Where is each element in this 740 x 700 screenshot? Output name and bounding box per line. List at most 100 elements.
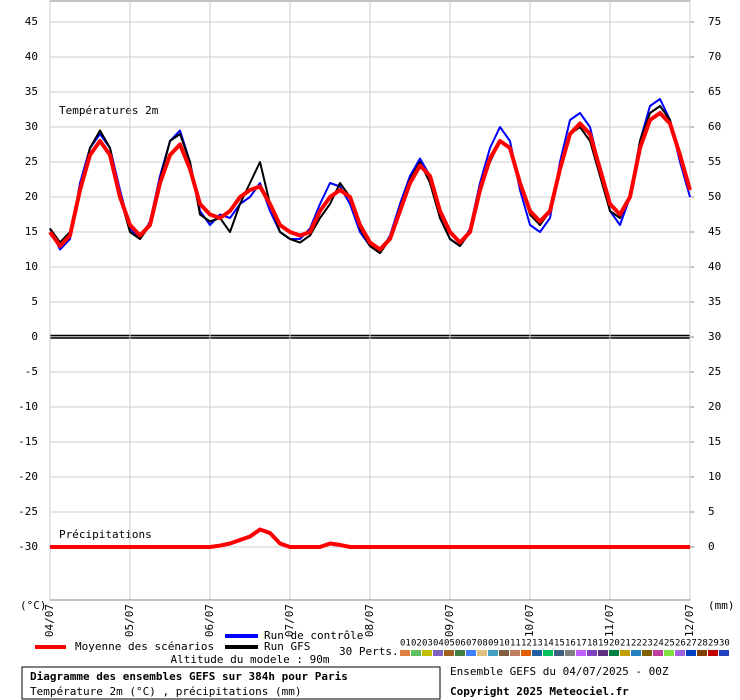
pert-label: 23 (642, 639, 653, 649)
y2-tick-label: 70 (708, 50, 721, 63)
pert-swatch (499, 650, 509, 656)
pert-swatch (510, 650, 520, 656)
pert-label: 02 (411, 639, 422, 649)
pert-label: 15 (554, 639, 565, 649)
pert-swatch (477, 650, 487, 656)
pert-swatch (576, 650, 586, 656)
pert-swatch (521, 650, 531, 656)
perts-label: 30 Perts. (339, 645, 399, 658)
pert-swatch (488, 650, 498, 656)
pert-label: 20 (609, 639, 620, 649)
x-tick-label: 06/07 (203, 604, 216, 637)
pert-label: 29 (708, 639, 719, 649)
y2-tick-label: 0 (708, 540, 715, 553)
pert-label: 11 (510, 639, 521, 649)
pert-label: 21 (620, 639, 631, 649)
pert-label: 24 (653, 639, 664, 649)
pert-label: 03 (422, 639, 433, 649)
y2-tick-label: 30 (708, 330, 721, 343)
y-tick-label: 10 (25, 260, 38, 273)
pert-label: 08 (477, 639, 488, 649)
pert-swatch (554, 650, 564, 656)
series-line (50, 527, 690, 549)
pert-swatch (675, 650, 685, 656)
pert-swatch (543, 650, 553, 656)
y2-tick-label: 20 (708, 400, 721, 413)
chart-title: Diagramme des ensembles GEFS sur 384h po… (30, 670, 348, 683)
pert-swatch (565, 650, 575, 656)
pert-label: 09 (488, 639, 499, 649)
altitude: Altitude du modele : 90m (171, 653, 330, 666)
y-tick-label: -5 (25, 365, 38, 378)
copyright: Copyright 2025 Meteociel.fr (450, 685, 629, 698)
pert-swatch (444, 650, 454, 656)
y-tick-label: 35 (25, 85, 38, 98)
y2-tick-label: 75 (708, 15, 721, 28)
pert-label: 12 (521, 639, 532, 649)
pert-swatch (620, 650, 630, 656)
pert-label: 18 (587, 639, 598, 649)
pert-swatch (400, 650, 410, 656)
x-tick-label: 04/07 (43, 604, 56, 637)
pert-label: 26 (675, 639, 686, 649)
pert-label: 30 (719, 639, 730, 649)
pert-swatch (433, 650, 443, 656)
x-tick-label: 07/07 (283, 604, 296, 637)
pert-label: 17 (576, 639, 587, 649)
y2-tick-label: 5 (708, 505, 715, 518)
pert-label: 06 (455, 639, 466, 649)
y-tick-label: 20 (25, 190, 38, 203)
legend-label: Run GFS (264, 640, 310, 653)
pert-swatch (411, 650, 421, 656)
pert-swatch (697, 650, 707, 656)
pert-swatch (587, 650, 597, 656)
y-tick-label: 15 (25, 225, 38, 238)
y2-tick-label: 40 (708, 260, 721, 273)
x-tick-label: 05/07 (123, 604, 136, 637)
pert-swatch (686, 650, 696, 656)
pert-label: 07 (466, 639, 477, 649)
pert-swatch (664, 650, 674, 656)
y-tick-label: 0 (31, 330, 38, 343)
chart-subtitle: Température 2m (°C) , précipitations (mm… (30, 685, 302, 698)
x-tick-label: 09/07 (443, 604, 456, 637)
y-tick-label: 30 (25, 120, 38, 133)
y2-tick-label: 35 (708, 295, 721, 308)
run-info: Ensemble GEFS du 04/07/2025 - 00Z (450, 665, 669, 678)
pert-label: 04 (433, 639, 444, 649)
pert-label: 16 (565, 639, 576, 649)
y2-tick-label: 25 (708, 365, 721, 378)
pert-label: 22 (631, 639, 642, 649)
y-axis-label: (°C) (20, 599, 47, 612)
pert-swatch (422, 650, 432, 656)
pert-swatch (631, 650, 641, 656)
legend-label: Run de contrôle (264, 629, 363, 642)
pert-swatch (466, 650, 476, 656)
pert-label: 13 (532, 639, 543, 649)
annotation: Précipitations (59, 528, 152, 541)
y-tick-label: 40 (25, 50, 38, 63)
pert-label: 19 (598, 639, 609, 649)
pert-swatch (598, 650, 608, 656)
pert-label: 28 (697, 639, 708, 649)
y2-tick-label: 50 (708, 190, 721, 203)
y2-tick-label: 45 (708, 225, 721, 238)
pert-swatch (455, 650, 465, 656)
pert-swatch (719, 650, 729, 656)
y-tick-label: -25 (18, 505, 38, 518)
y-tick-label: -20 (18, 470, 38, 483)
pert-label: 01 (400, 639, 411, 649)
title-box (21, 666, 441, 700)
y2-tick-label: 60 (708, 120, 721, 133)
y2-axis-label: (mm) (708, 599, 735, 612)
pert-swatch (653, 650, 663, 656)
y2-tick-label: 55 (708, 155, 721, 168)
y-tick-label: 45 (25, 15, 38, 28)
pert-label: 05 (444, 639, 455, 649)
pert-label: 25 (664, 639, 675, 649)
x-tick-label: 12/07 (683, 604, 696, 637)
pert-swatch (642, 650, 652, 656)
y-tick-label: -30 (18, 540, 38, 553)
pert-swatch (609, 650, 619, 656)
